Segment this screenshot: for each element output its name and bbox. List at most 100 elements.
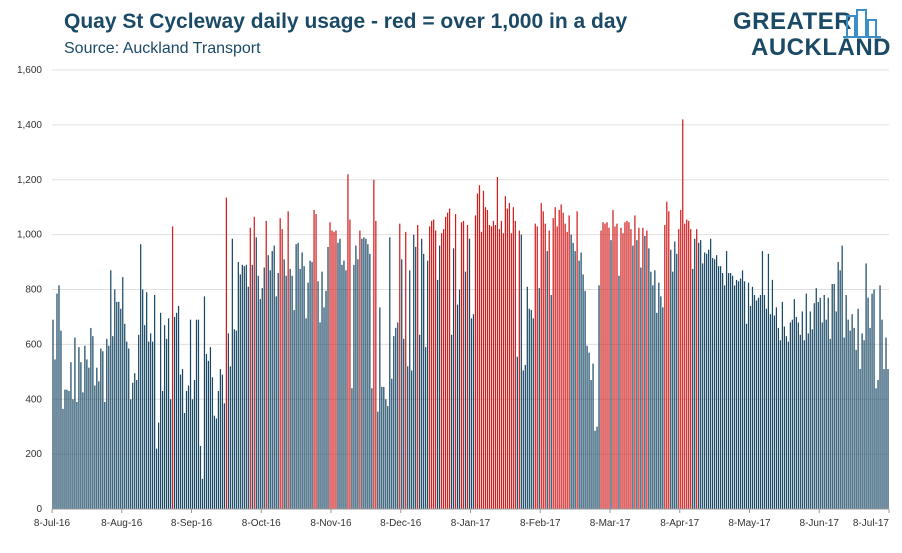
bar [379, 307, 381, 509]
bar [307, 282, 309, 509]
bar [92, 336, 94, 509]
bar [431, 220, 433, 509]
bar [299, 268, 301, 509]
bar [267, 255, 269, 509]
bar [283, 259, 285, 509]
bar [361, 238, 363, 510]
bar [415, 246, 417, 509]
bar [389, 237, 391, 509]
bar [295, 244, 297, 510]
bar [62, 408, 64, 509]
bar [634, 215, 636, 510]
bar [534, 223, 536, 509]
bar [572, 242, 574, 510]
bar [56, 293, 58, 509]
bar [209, 347, 212, 509]
bar [670, 249, 672, 509]
bar [656, 312, 658, 509]
bar [440, 233, 443, 509]
bar [652, 285, 654, 509]
bar [327, 246, 329, 509]
bar [124, 323, 126, 509]
bar [602, 222, 604, 509]
bar [357, 259, 359, 509]
bar [108, 345, 110, 509]
x-tick-label: 8-Dec-16 [380, 518, 422, 529]
bar [323, 307, 325, 509]
bar [257, 275, 259, 509]
bar [863, 340, 865, 509]
bar [411, 370, 413, 509]
bar [351, 388, 353, 509]
bar [875, 388, 877, 509]
bar [140, 244, 142, 510]
bar [255, 237, 257, 509]
x-tick-label: 8-Apr-17 [660, 518, 699, 529]
bar [223, 403, 225, 509]
bar [305, 318, 307, 509]
bar [847, 319, 849, 509]
bar [648, 248, 650, 509]
bar [630, 229, 632, 509]
bar [197, 319, 200, 509]
bar [811, 329, 813, 509]
bar [313, 209, 315, 509]
bar [803, 340, 805, 509]
bar [114, 289, 116, 509]
bar [664, 225, 666, 509]
bar [130, 399, 132, 509]
bar [698, 242, 700, 510]
bar [363, 237, 365, 509]
bar [321, 271, 323, 509]
y-tick-label: 800 [25, 285, 42, 296]
bar [845, 294, 847, 509]
bar [201, 478, 204, 509]
bar [179, 374, 182, 509]
bar [317, 281, 319, 509]
x-axis: 8-Jul-16 8-Aug-16 8-Sep-16 8-Oct-16 8-Nov-16… [34, 509, 890, 529]
bar [881, 319, 883, 509]
bar [799, 334, 801, 509]
bar [536, 226, 538, 509]
bar [741, 270, 744, 509]
bar [359, 230, 361, 509]
bar [883, 369, 885, 509]
bar [289, 268, 291, 509]
x-tick-label: 8-May-17 [728, 518, 771, 529]
bar [833, 284, 835, 509]
bar [297, 242, 299, 510]
bar [654, 270, 656, 509]
bar [466, 225, 469, 509]
bar [590, 380, 592, 509]
bar [161, 391, 164, 509]
bar [871, 293, 873, 509]
bar [349, 219, 351, 509]
bar [524, 364, 526, 509]
bar [399, 223, 401, 509]
bar [110, 270, 112, 509]
bar [554, 207, 556, 509]
bar [510, 233, 512, 509]
bar [753, 294, 756, 509]
bar [584, 290, 586, 509]
bar [277, 273, 279, 509]
greater-auckland-logo: GREATER AUCKLAND [733, 8, 893, 61]
bar [586, 345, 588, 509]
bar [672, 271, 674, 509]
y-tick-label: 1,200 [17, 175, 42, 186]
bar [237, 262, 239, 509]
bar [851, 314, 853, 509]
bar [763, 294, 766, 509]
bar [616, 223, 618, 509]
bar [849, 330, 851, 509]
bar [90, 327, 92, 509]
bar [731, 275, 734, 509]
bar [773, 315, 776, 509]
bar [684, 223, 686, 509]
bar [827, 297, 829, 509]
bar [421, 238, 423, 510]
bar [859, 369, 861, 509]
bar [568, 215, 570, 510]
bar [620, 227, 622, 509]
